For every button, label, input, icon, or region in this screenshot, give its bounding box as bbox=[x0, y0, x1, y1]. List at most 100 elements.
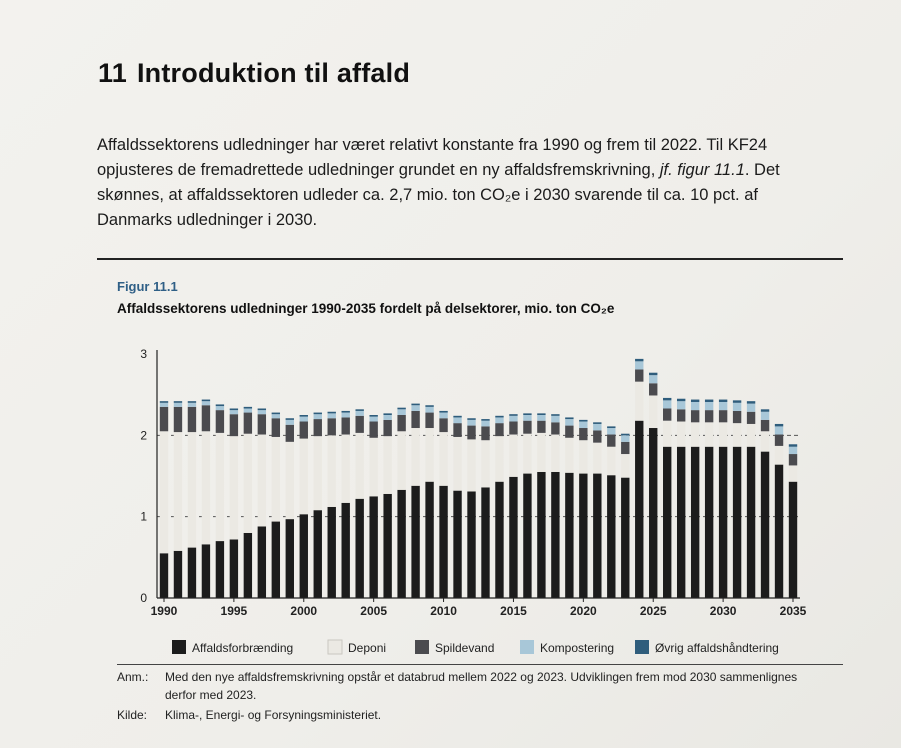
bar-segment bbox=[774, 445, 784, 465]
bar-segment bbox=[718, 422, 728, 447]
bar-segment bbox=[495, 436, 504, 482]
bar-segment bbox=[537, 415, 546, 421]
legend-swatch bbox=[327, 639, 343, 655]
bar-segment bbox=[453, 436, 462, 491]
bar-segment bbox=[481, 440, 490, 488]
bar-segment bbox=[481, 419, 490, 421]
bar-segment bbox=[690, 446, 700, 598]
bar-segment bbox=[774, 426, 784, 435]
bar-segment bbox=[663, 400, 672, 409]
bar-segment bbox=[690, 410, 700, 423]
bar-segment bbox=[579, 421, 588, 429]
bar-segment bbox=[774, 464, 784, 598]
bar-segment bbox=[313, 419, 322, 437]
bar-segment bbox=[271, 436, 281, 522]
y-tick-label: 0 bbox=[140, 591, 147, 605]
bar-segment bbox=[327, 435, 336, 507]
bar-segment bbox=[676, 409, 686, 422]
bar-segment bbox=[579, 419, 588, 422]
x-tick-label: 2010 bbox=[430, 604, 457, 618]
y-tick-label: 3 bbox=[140, 347, 147, 361]
bar-segment bbox=[201, 405, 211, 432]
bar-segment bbox=[299, 438, 308, 515]
bar-segment bbox=[523, 415, 532, 421]
x-tick-label: 2035 bbox=[780, 604, 807, 618]
bar-segment bbox=[551, 434, 560, 472]
bar-segment bbox=[355, 409, 364, 411]
bar-segment bbox=[383, 413, 392, 415]
source-text: Klima-, Energi- og Forsyningsministeriet… bbox=[165, 708, 382, 722]
bar-segment bbox=[271, 418, 281, 437]
bar-segment bbox=[383, 436, 392, 494]
x-tick-label: 1990 bbox=[151, 604, 178, 618]
bar-segment bbox=[425, 428, 434, 482]
section-number: 11 bbox=[98, 58, 127, 88]
bar-segment bbox=[774, 423, 784, 427]
bar-segment bbox=[676, 421, 686, 447]
bar-segment bbox=[537, 413, 546, 415]
bar-segment bbox=[313, 412, 322, 415]
bar-segment bbox=[676, 401, 686, 410]
bar-segment bbox=[467, 425, 476, 440]
bar-segment bbox=[453, 415, 462, 418]
bar-segment bbox=[732, 410, 742, 424]
bar-segment bbox=[383, 419, 392, 437]
bar-segment bbox=[537, 471, 546, 598]
note-label: Anm.: bbox=[117, 670, 149, 684]
bar-segment bbox=[229, 408, 239, 411]
legend-swatch bbox=[415, 640, 429, 654]
bar-segment bbox=[732, 402, 742, 411]
bar-segment bbox=[425, 412, 434, 429]
bar-segment bbox=[788, 444, 798, 447]
bar-segment bbox=[481, 426, 490, 441]
bar-segment bbox=[425, 406, 434, 413]
x-tick-label: 2020 bbox=[570, 604, 597, 618]
bar-segment bbox=[746, 403, 756, 412]
bar-segment bbox=[341, 502, 350, 598]
bar-segment bbox=[760, 419, 770, 432]
bar-segment bbox=[509, 415, 518, 422]
intro-text-1: Affaldssektorens udledninger har været r… bbox=[97, 136, 768, 179]
bar-segment bbox=[173, 550, 183, 598]
bar-segment bbox=[746, 411, 756, 424]
bar-segment bbox=[159, 406, 169, 432]
bar-segment bbox=[663, 408, 672, 421]
bar-segment bbox=[369, 421, 378, 438]
x-tick-label: 2000 bbox=[290, 604, 317, 618]
bar-segment bbox=[299, 421, 308, 439]
source-label: Kilde: bbox=[117, 708, 148, 722]
bar-segment bbox=[229, 414, 239, 437]
bar-segment bbox=[327, 411, 336, 414]
bar-segment bbox=[635, 361, 644, 370]
bar-segment bbox=[467, 419, 476, 426]
figure-title: Affaldssektorens udledninger 1990-2035 f… bbox=[117, 301, 615, 316]
bar-segment bbox=[593, 423, 602, 431]
bar-segment bbox=[495, 423, 504, 437]
legend-swatch bbox=[635, 640, 649, 654]
bar-segment bbox=[551, 415, 560, 423]
bar-segment bbox=[369, 437, 378, 497]
x-tick-label: 1995 bbox=[221, 604, 248, 618]
bar-segment bbox=[481, 420, 490, 427]
bar-segment bbox=[453, 423, 462, 437]
bar-segment bbox=[299, 514, 308, 598]
bar-segment bbox=[481, 487, 490, 598]
bar-segment bbox=[397, 489, 406, 598]
bar-segment bbox=[607, 426, 616, 429]
bar-segment bbox=[551, 422, 560, 435]
bar-segment bbox=[760, 451, 770, 598]
bar-segment bbox=[690, 401, 700, 411]
bar-segment bbox=[523, 420, 532, 434]
bar-segment bbox=[649, 375, 658, 384]
intro-paragraph: Affaldssektorens udledninger har været r… bbox=[97, 133, 787, 233]
bar-segment bbox=[425, 481, 434, 598]
bar-segment bbox=[746, 423, 756, 447]
bar-segment bbox=[187, 406, 197, 433]
bar-segment bbox=[215, 406, 225, 411]
bar-segment bbox=[607, 446, 616, 476]
bar-segment bbox=[509, 476, 518, 598]
intro-text-2: . Det skønnes, at affaldssektoren udlede… bbox=[97, 161, 780, 229]
bar-segment bbox=[187, 547, 197, 598]
bar-segment bbox=[411, 403, 420, 406]
bar-segment bbox=[439, 412, 448, 419]
